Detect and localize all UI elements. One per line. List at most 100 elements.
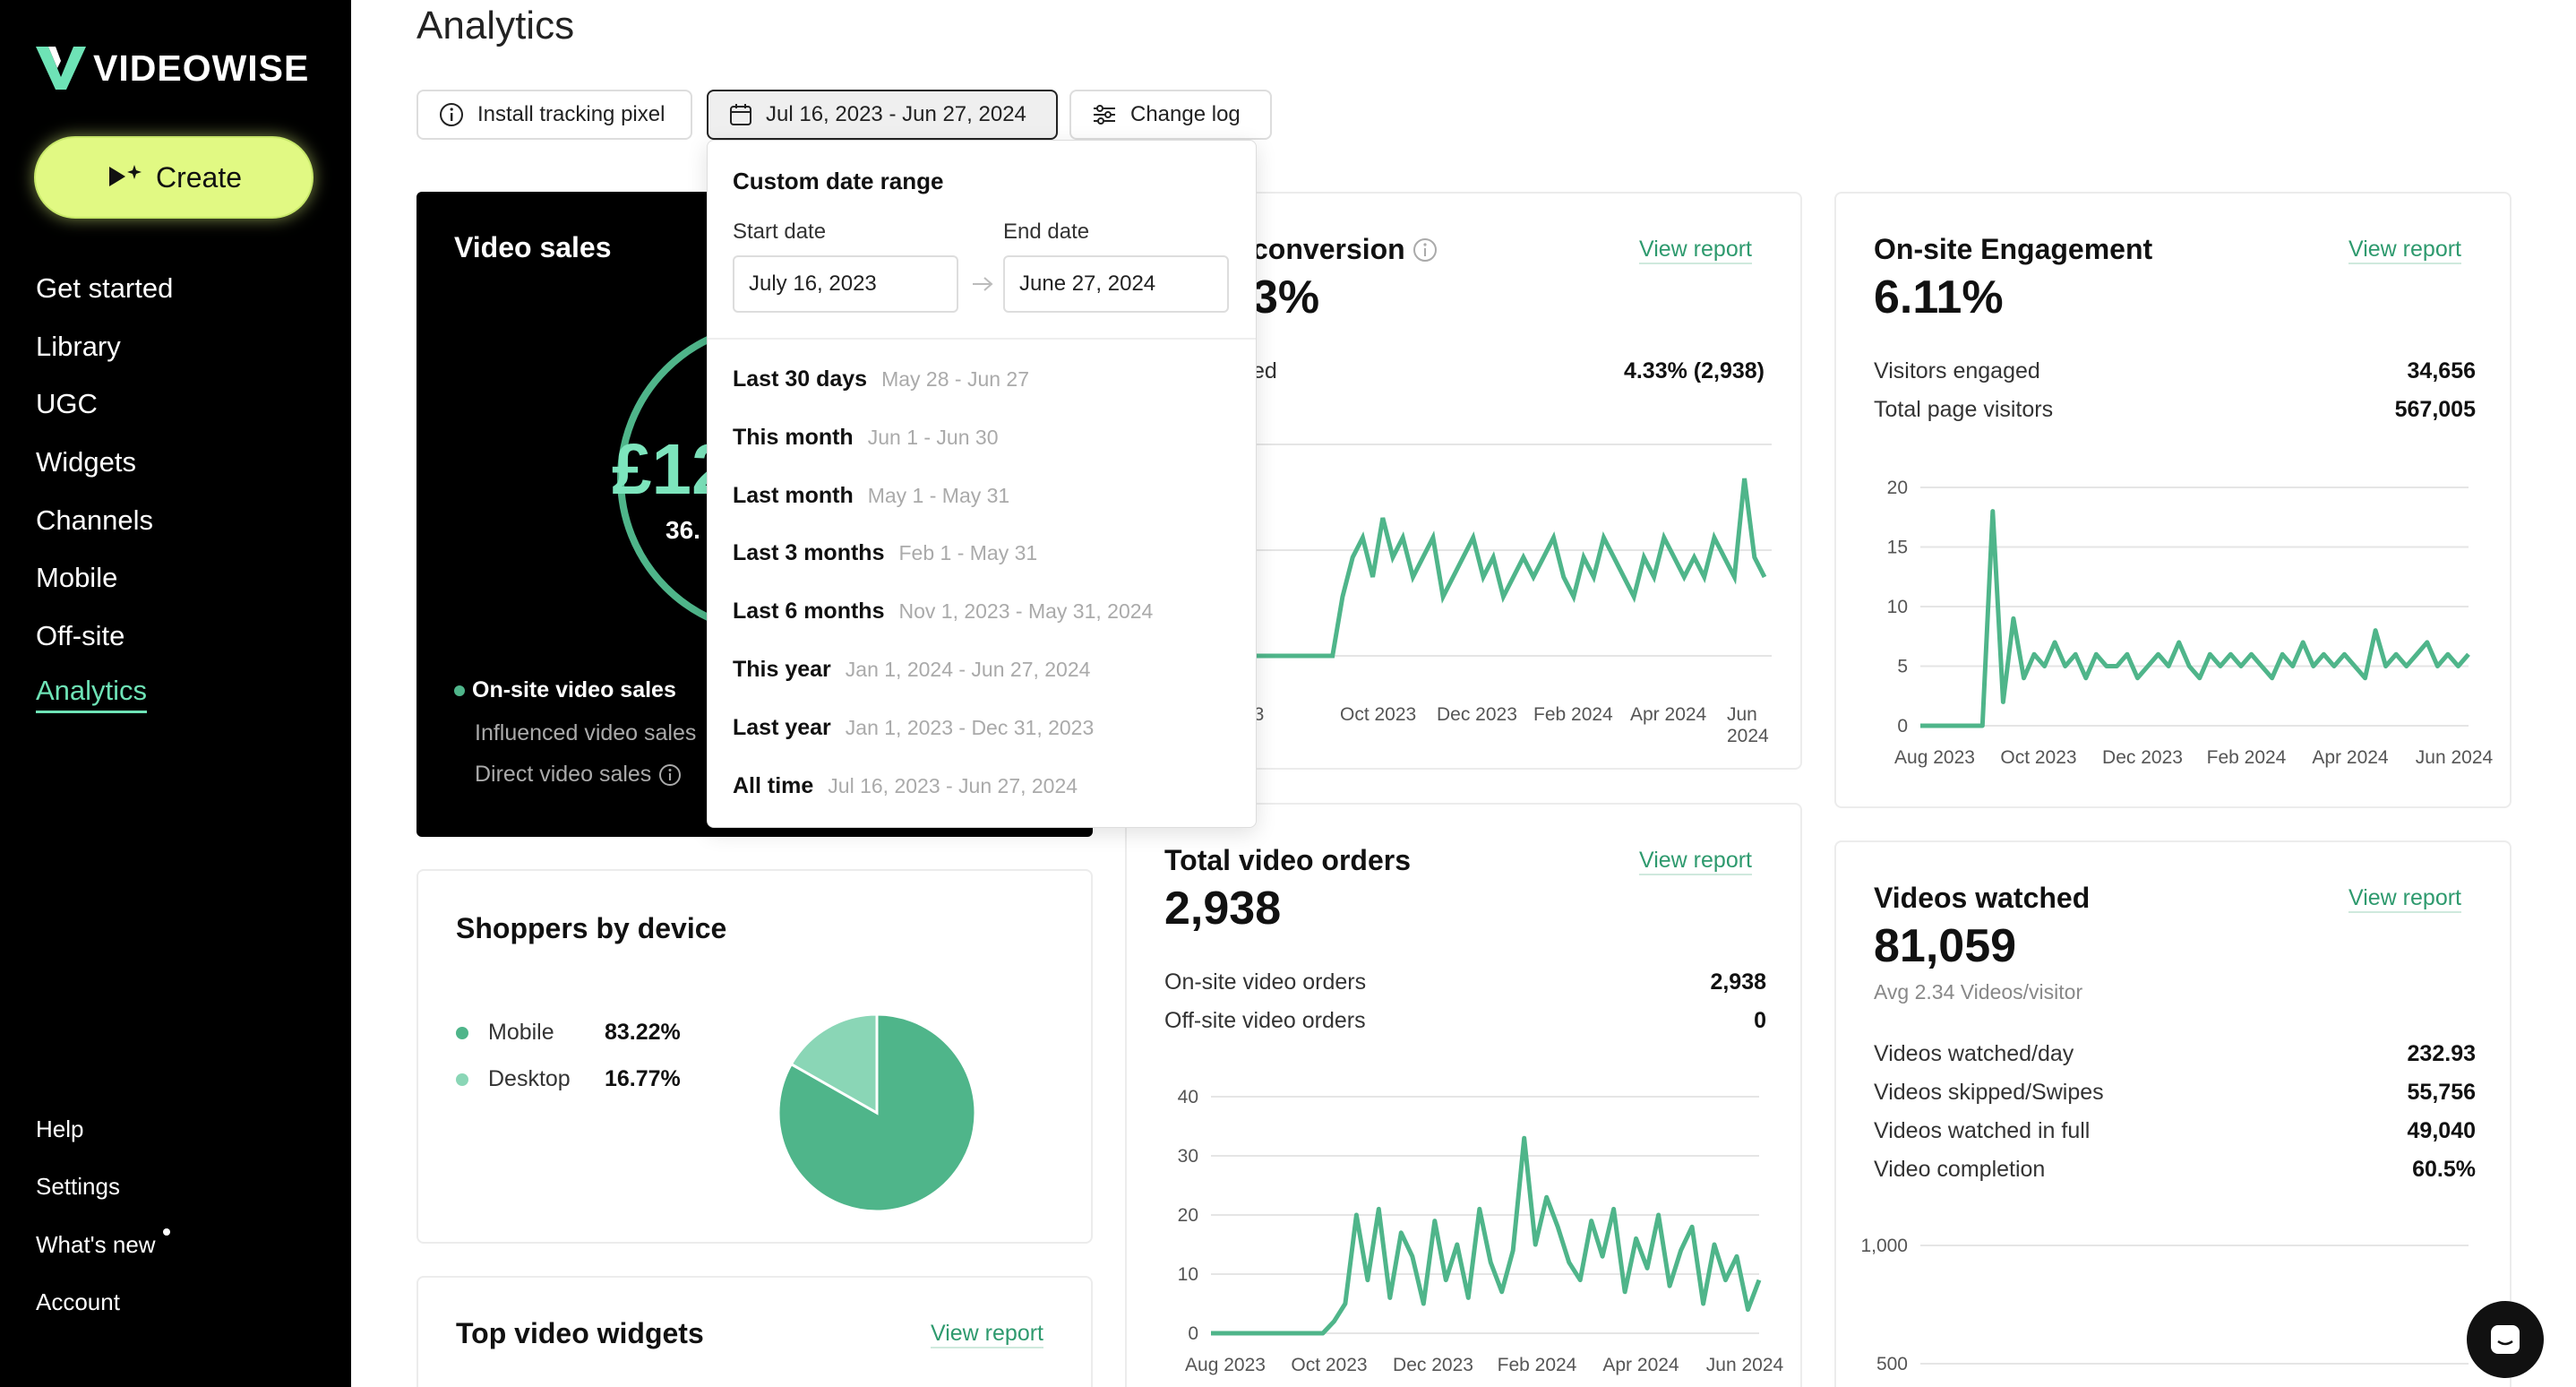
nav-item-library[interactable]: Library	[36, 330, 121, 362]
nav-item-help[interactable]: Help	[36, 1115, 84, 1142]
start-date-input[interactable]: July 16, 2023	[733, 255, 958, 313]
secondary-nav: Help Settings What's new Account	[36, 1100, 170, 1331]
conversion-view-report-link[interactable]: View report	[1639, 237, 1752, 264]
date-range-title: Custom date range	[733, 168, 944, 194]
nav-item-widgets[interactable]: Widgets	[36, 446, 136, 478]
sliders-icon	[1094, 105, 1115, 125]
conversion-line-chart	[1252, 444, 1772, 659]
engagement-series-line	[1920, 509, 2470, 728]
preset-last-6-months[interactable]: Last 6 months Nov 1, 2023 - May 31, 2024	[733, 599, 1154, 624]
nav-item-settings[interactable]: Settings	[36, 1173, 120, 1201]
nav-item-channels[interactable]: Channels	[36, 504, 153, 536]
chat-launcher-button[interactable]	[2467, 1301, 2544, 1378]
nav-item-whats-new[interactable]: What's new	[36, 1216, 170, 1274]
videowise-logo-icon	[36, 47, 86, 90]
divider	[708, 338, 1256, 340]
orders-row: On-site video orders 2,938	[1164, 969, 1766, 995]
watched-y-tick: 1,000	[1860, 1236, 1908, 1256]
install-pixel-button[interactable]: Install tracking pixel	[416, 90, 692, 140]
engagement-y-tick: 0	[1897, 716, 1908, 737]
legend-direct: Direct video sales	[475, 762, 682, 788]
engagement-line-chart: 20 15 10 5 0 Aug 2023 Oct 2023 Dec 2023 Feb 2024…	[1887, 478, 2494, 768]
watched-title: Videos watched	[1874, 882, 2091, 914]
conversion-series-line	[1252, 478, 1767, 659]
nav-item-ugc[interactable]: UGC	[36, 388, 98, 420]
conversion-x-tick: Jun 2024	[1727, 704, 1769, 746]
preset-this-year[interactable]: This year Jan 1, 2024 - Jun 27, 2024	[733, 657, 1091, 682]
conversion-title: conversion	[1252, 233, 1438, 266]
create-button[interactable]: Create	[34, 136, 313, 219]
preset-last-year[interactable]: Last year Jan 1, 2023 - Dec 31, 2023	[733, 715, 1095, 740]
engagement-y-tick: 20	[1887, 478, 1908, 498]
watched-row: Videos skipped/Swipes 55,756	[1874, 1080, 2476, 1105]
engagement-row: Visitors engaged 34,656	[1874, 358, 2476, 383]
sparkle-play-icon	[108, 165, 142, 186]
widgets-title: Top video widgets	[456, 1317, 704, 1349]
orders-series-line	[1211, 1135, 1762, 1336]
preset-last-month[interactable]: Last month May 1 - May 31	[733, 483, 1010, 508]
nav-item-account[interactable]: Account	[36, 1288, 120, 1316]
orders-y-tick: 30	[1178, 1146, 1198, 1167]
end-date-label: End date	[1003, 220, 1090, 244]
pie-slice-desktop	[789, 1012, 879, 1116]
watched-line-chart: 1,000 500	[1860, 1236, 2469, 1374]
watched-row: Videos watched/day 232.93	[1874, 1041, 2476, 1066]
orders-view-report-link[interactable]: View report	[1639, 848, 1752, 875]
orders-y-tick: 0	[1188, 1323, 1198, 1344]
conversion-value: 3%	[1252, 271, 1320, 323]
orders-y-tick: 20	[1178, 1205, 1198, 1226]
info-icon[interactable]	[1413, 237, 1438, 263]
engagement-x-tick: Oct 2023	[2000, 747, 2076, 768]
engagement-title: On-site Engagement	[1874, 233, 2153, 265]
legend-dot	[456, 1073, 468, 1086]
orders-line-chart: 40 30 20 10 0 Aug 2023 Oct 2023 Dec 2023 Feb 202…	[1178, 1087, 1784, 1375]
preset-last-3-months[interactable]: Last 3 months Feb 1 - May 31	[733, 540, 1038, 565]
end-date-input[interactable]: June 27, 2024	[1003, 255, 1229, 313]
legend-dot	[454, 685, 465, 696]
orders-x-tick: Feb 2024	[1498, 1355, 1577, 1375]
legend-on-site: On-site video sales	[454, 677, 676, 703]
engagement-value: 6.11%	[1874, 271, 2004, 323]
preset-this-month[interactable]: This month Jun 1 - Jun 30	[733, 425, 999, 450]
orders-x-tick: Oct 2023	[1291, 1355, 1367, 1375]
widgets-view-report-link[interactable]: View report	[931, 1321, 1043, 1348]
orders-x-tick: Dec 2023	[1393, 1355, 1473, 1375]
engagement-y-tick: 5	[1897, 657, 1908, 677]
video-sales-title: Video sales	[454, 231, 612, 263]
info-icon	[440, 103, 463, 126]
chat-icon	[2491, 1325, 2520, 1354]
calendar-icon	[730, 104, 751, 125]
orders-x-tick: Apr 2024	[1602, 1355, 1679, 1375]
engagement-card: On-site Engagement 6.11% View report Vis…	[1834, 192, 2512, 808]
engagement-row: Total page visitors 567,005	[1874, 397, 2476, 422]
shoppers-title: Shoppers by device	[456, 912, 727, 944]
video-sales-sub: 36.	[665, 516, 700, 544]
watched-view-report-link[interactable]: View report	[2348, 885, 2461, 913]
legend-dot	[456, 1026, 468, 1039]
info-icon[interactable]	[658, 763, 682, 787]
conversion-x-tick: Apr 2024	[1630, 704, 1707, 725]
engagement-view-report-link[interactable]: View report	[2348, 237, 2461, 264]
nav-item-analytics[interactable]: Analytics	[36, 665, 173, 723]
orders-y-tick: 10	[1178, 1264, 1198, 1285]
date-range-button[interactable]: Jul 16, 2023 - Jun 27, 2024	[707, 90, 1058, 140]
nav-item-get-started[interactable]: Get started	[36, 272, 174, 305]
conversion-x-tick: Dec 2023	[1437, 704, 1517, 725]
engagement-x-tick: Jun 2024	[2416, 747, 2494, 768]
logo-text: VIDEOWISE	[93, 47, 310, 89]
orders-x-tick: Jun 2024	[1706, 1355, 1784, 1375]
orders-x-tick: Aug 2023	[1185, 1355, 1266, 1375]
nav-item-mobile[interactable]: Mobile	[36, 562, 118, 594]
orders-card: Total video orders 2,938 View report On-…	[1125, 803, 1802, 1387]
watched-sub: Avg 2.34 Videos/visitor	[1874, 980, 2083, 1004]
logo[interactable]: VIDEOWISE	[36, 47, 309, 90]
watched-value: 81,059	[1874, 920, 2017, 972]
change-log-button[interactable]: Change log	[1069, 90, 1272, 140]
preset-last-30-days[interactable]: Last 30 days May 28 - Jun 27	[733, 366, 1030, 392]
nav-item-off-site[interactable]: Off-site	[36, 619, 125, 651]
start-date-label: Start date	[733, 220, 827, 244]
orders-row: Off-site video orders 0	[1164, 1008, 1766, 1033]
preset-all-time[interactable]: All time Jul 16, 2023 - Jun 27, 2024	[733, 773, 1078, 798]
sidebar: VIDEOWISE Create Get started Library UGC…	[0, 0, 351, 1387]
conversion-row: ed 4.33% (2,938)	[1252, 358, 1765, 383]
